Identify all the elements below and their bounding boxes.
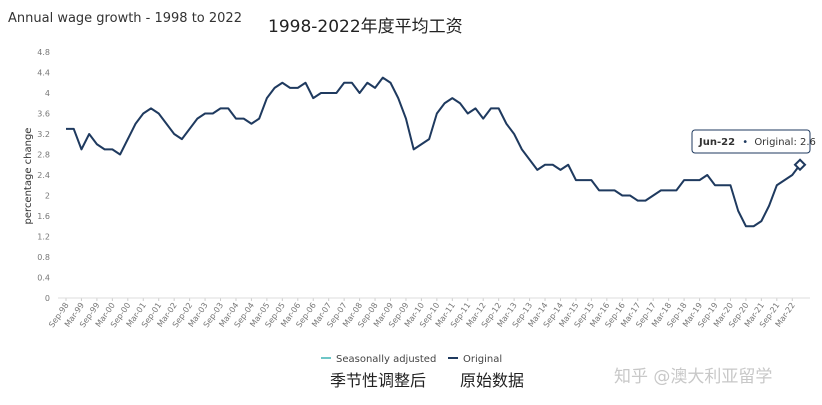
y-axis-ticks: 0 0.4 0.8 1.2 1.6 2 2.4 2.8 3.2 3.6 4 4.4 4.8 <box>37 48 50 303</box>
y-tick-label: 4.8 <box>37 48 50 57</box>
y-tick-label: 0 <box>45 294 50 303</box>
y-tick-label: 3.2 <box>37 130 50 139</box>
y-tick-label: 2.8 <box>37 151 50 160</box>
tooltip-bullet: • <box>742 137 748 148</box>
y-tick-label: 4.4 <box>37 69 50 78</box>
y-tick-label: 3.6 <box>37 110 50 119</box>
y-tick-label: 0.8 <box>37 253 50 262</box>
tooltip: Jun-22 • Original: 2.6 <box>691 129 816 154</box>
legend-label-seasonally-adjusted: Seasonally adjusted <box>336 354 436 365</box>
y-axis-label: percentage change <box>23 128 34 225</box>
y-tick-label: 4 <box>45 89 50 98</box>
series-line-original <box>66 76 801 228</box>
watermark: 知乎 @澳大利亚留学 <box>614 367 772 387</box>
tooltip-text: Jun-22 • Original: 2.6 <box>698 137 816 148</box>
series-layer <box>66 76 807 228</box>
y-tick-label: 1.2 <box>37 233 50 242</box>
chart-subtitle-cn: 1998-2022年度平均工资 <box>268 17 463 37</box>
x-axis-ticks: Sep-98Mar-99Sep-99Mar-00Sep-00Mar-01Sep-… <box>47 298 797 329</box>
highlight-point-marker <box>793 158 807 172</box>
y-tick-label: 2.4 <box>37 171 50 180</box>
y-tick-label: 2 <box>45 192 50 201</box>
y-tick-label: 0.4 <box>37 274 50 283</box>
tooltip-date: Jun-22 <box>698 137 735 148</box>
chart-title: Annual wage growth - 1998 to 2022 <box>8 11 242 26</box>
legend: Seasonally adjusted Original <box>321 354 502 365</box>
y-tick-label: 1.6 <box>37 212 50 221</box>
tooltip-value: Original: 2.6 <box>754 137 816 148</box>
tooltip-box <box>691 129 811 154</box>
legend-label-original: Original <box>463 354 502 365</box>
legend-label-cn-original: 原始数据 <box>460 371 524 390</box>
legend-label-cn-seasonally-adjusted: 季节性调整后 <box>330 371 426 390</box>
